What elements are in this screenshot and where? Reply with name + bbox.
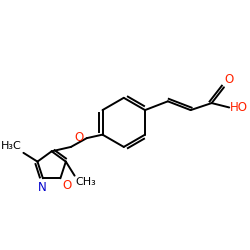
Text: HO: HO bbox=[230, 101, 248, 114]
Text: H₃C: H₃C bbox=[1, 141, 22, 151]
Text: O: O bbox=[74, 131, 83, 144]
Text: CH₃: CH₃ bbox=[76, 178, 96, 188]
Text: O: O bbox=[225, 72, 234, 86]
Text: N: N bbox=[38, 181, 46, 194]
Text: O: O bbox=[62, 179, 72, 192]
